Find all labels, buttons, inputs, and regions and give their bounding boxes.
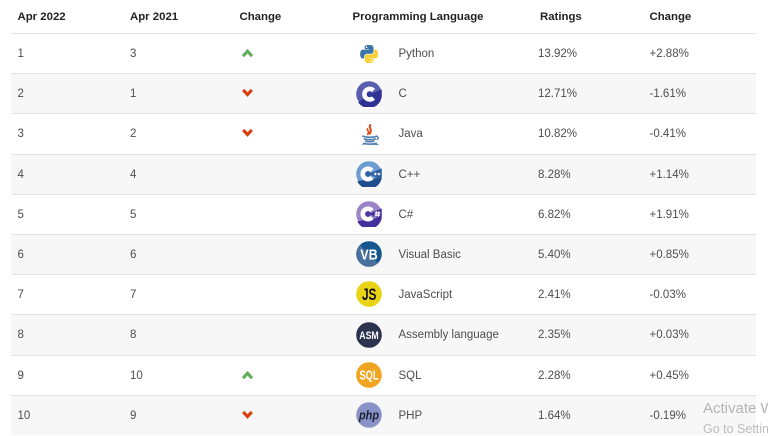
svg-text:SQL: SQL [360,368,379,382]
svg-text:php: php [358,407,379,422]
svg-text:ASM: ASM [360,330,380,342]
svg-text:JS: JS [362,285,377,304]
svg-text:VB: VB [361,247,379,263]
